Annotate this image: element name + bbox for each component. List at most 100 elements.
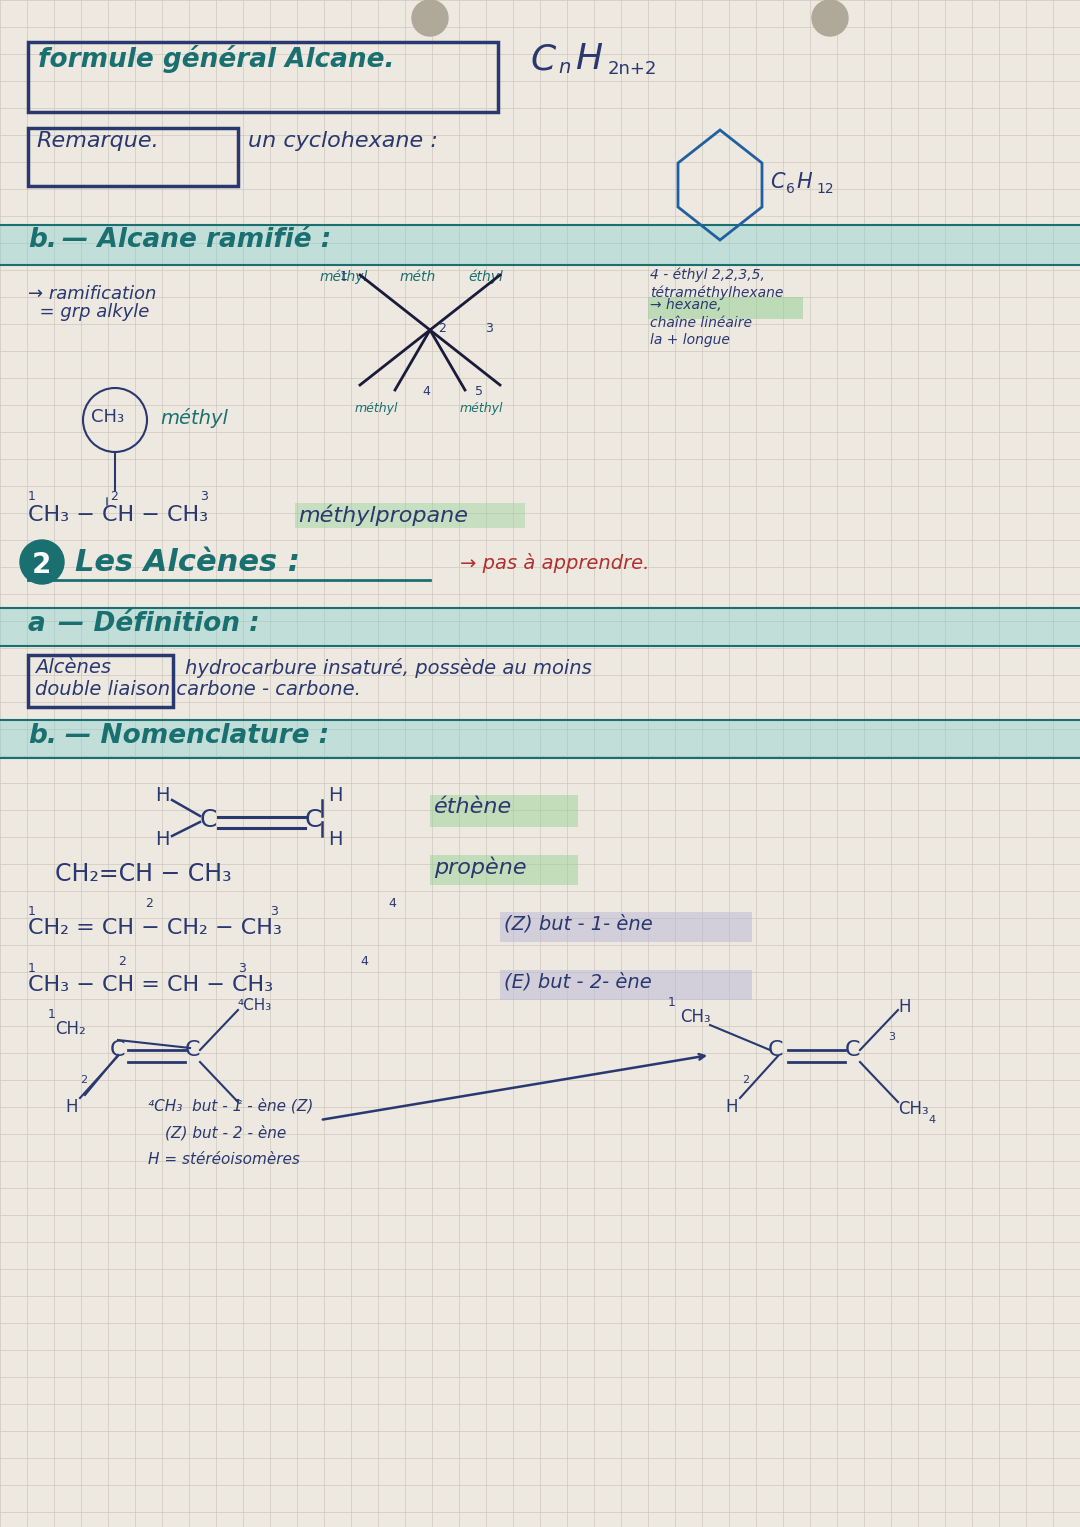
Text: 1: 1 (28, 490, 36, 502)
Text: — Définition :: — Définition : (58, 611, 259, 637)
Bar (648, 296, 804, 319)
Text: 4: 4 (422, 385, 430, 399)
Text: n: n (558, 58, 570, 76)
Text: 2: 2 (118, 954, 126, 968)
Text: C: C (110, 1040, 125, 1060)
Text: C: C (200, 808, 217, 832)
Bar (295, 502, 525, 528)
Text: C: C (185, 1040, 201, 1060)
Text: H: H (796, 173, 812, 192)
Text: 4: 4 (388, 896, 396, 910)
Text: éthène: éthène (434, 797, 512, 817)
Text: ⁴CH₃: ⁴CH₃ (238, 999, 272, 1012)
Text: 2: 2 (438, 322, 446, 334)
Text: propène: propène (434, 857, 527, 878)
Text: CH₂: CH₂ (55, 1020, 85, 1038)
Text: CH₂ = CH − CH₂ − CH₃: CH₂ = CH − CH₂ − CH₃ (28, 918, 282, 938)
Text: CH₃: CH₃ (91, 408, 124, 426)
Text: 4: 4 (928, 1115, 935, 1125)
Text: → pas à apprendre.: → pas à apprendre. (460, 553, 649, 573)
Text: 2: 2 (80, 1075, 87, 1086)
Text: éthyl: éthyl (468, 270, 503, 284)
Text: méthyl: méthyl (320, 270, 368, 284)
Text: 6: 6 (786, 182, 795, 195)
Text: C: C (845, 1040, 861, 1060)
Text: 4 - éthyl 2,2,3,5,: 4 - éthyl 2,2,3,5, (650, 269, 765, 282)
Text: CH₃: CH₃ (680, 1008, 711, 1026)
Text: 1: 1 (28, 906, 36, 918)
Text: b.: b. (28, 228, 57, 253)
Bar (500, 970, 752, 1000)
Text: a: a (28, 611, 45, 637)
Text: méthyl: méthyl (160, 408, 228, 428)
Text: C: C (530, 43, 555, 76)
Text: 3: 3 (888, 1032, 895, 1041)
Text: — Alcane ramifié :: — Alcane ramifié : (62, 228, 332, 253)
Text: H: H (328, 831, 342, 849)
Text: ²: ² (238, 1099, 243, 1110)
Text: la + longue: la + longue (650, 333, 730, 347)
Bar (28, 128, 238, 186)
Text: 3: 3 (270, 906, 278, 918)
Text: 3: 3 (238, 962, 246, 976)
Text: 2n+2: 2n+2 (608, 60, 658, 78)
Bar (430, 796, 578, 828)
Text: 2: 2 (145, 896, 153, 910)
Text: C: C (770, 173, 785, 192)
Text: 5: 5 (475, 385, 483, 399)
Text: Les Alcènes :: Les Alcènes : (75, 548, 300, 577)
Text: CH₃ − CH − CH₃: CH₃ − CH − CH₃ (28, 505, 208, 525)
Text: 2: 2 (110, 490, 118, 502)
Text: méthyl: méthyl (460, 402, 503, 415)
Text: 3: 3 (200, 490, 207, 502)
Text: — Nomenclature :: — Nomenclature : (65, 722, 329, 750)
Text: → hexane,: → hexane, (650, 298, 721, 312)
Text: H: H (156, 786, 170, 805)
Text: (Z) but - 1- ène: (Z) but - 1- ène (504, 915, 652, 935)
Text: double liaison carbone - carbone.: double liaison carbone - carbone. (35, 680, 361, 699)
Text: (E) but - 2- ène: (E) but - 2- ène (504, 973, 651, 993)
Text: tétraméthylhexane: tétraméthylhexane (650, 286, 783, 299)
Text: méth: méth (400, 270, 436, 284)
Text: formule général Alcane.: formule général Alcane. (38, 44, 394, 73)
Bar (0, 224, 1080, 266)
Bar (500, 912, 752, 942)
Circle shape (812, 0, 848, 37)
Text: CH₃ − CH = CH − CH₃: CH₃ − CH = CH − CH₃ (28, 976, 273, 996)
Text: Alcènes: Alcènes (35, 658, 111, 676)
Text: 1: 1 (669, 996, 676, 1009)
Text: hydrocarbure insaturé, possède au moins: hydrocarbure insaturé, possède au moins (185, 658, 592, 678)
Text: H: H (156, 831, 170, 849)
Text: H: H (328, 786, 342, 805)
Text: H: H (725, 1098, 738, 1116)
Text: ⁴CH₃  but - 1 - ène (Z): ⁴CH₃ but - 1 - ène (Z) (148, 1098, 313, 1113)
Text: un cyclohexane :: un cyclohexane : (248, 131, 437, 151)
Circle shape (21, 541, 64, 583)
Text: b.: b. (28, 722, 57, 750)
Text: H: H (575, 43, 603, 76)
Text: → ramification: → ramification (28, 286, 157, 302)
Text: C: C (768, 1040, 783, 1060)
Text: 3: 3 (485, 322, 492, 334)
Text: méthylpropane: méthylpropane (298, 505, 468, 527)
Text: H: H (897, 999, 910, 1015)
Text: 1: 1 (48, 1008, 56, 1022)
Text: (Z) but - 2 - ène: (Z) but - 2 - ène (165, 1125, 286, 1141)
Text: 2: 2 (742, 1075, 750, 1086)
Text: 12: 12 (816, 182, 834, 195)
Text: CH₂=CH − CH₃: CH₂=CH − CH₃ (55, 863, 231, 886)
Text: 1: 1 (340, 270, 348, 282)
Text: 2: 2 (32, 551, 52, 579)
Bar (0, 721, 1080, 757)
Text: 1: 1 (28, 962, 36, 976)
Text: = grp alkyle: = grp alkyle (28, 302, 149, 321)
Text: chaîne linéaire: chaîne linéaire (650, 316, 752, 330)
Bar (0, 608, 1080, 646)
Bar (28, 655, 173, 707)
Text: H: H (65, 1098, 78, 1116)
Text: H = stéréoisomères: H = stéréoisomères (148, 1151, 300, 1167)
Bar (430, 855, 578, 886)
Text: CH₃: CH₃ (897, 1099, 929, 1118)
Text: méthyl: méthyl (355, 402, 399, 415)
Bar (28, 43, 498, 111)
